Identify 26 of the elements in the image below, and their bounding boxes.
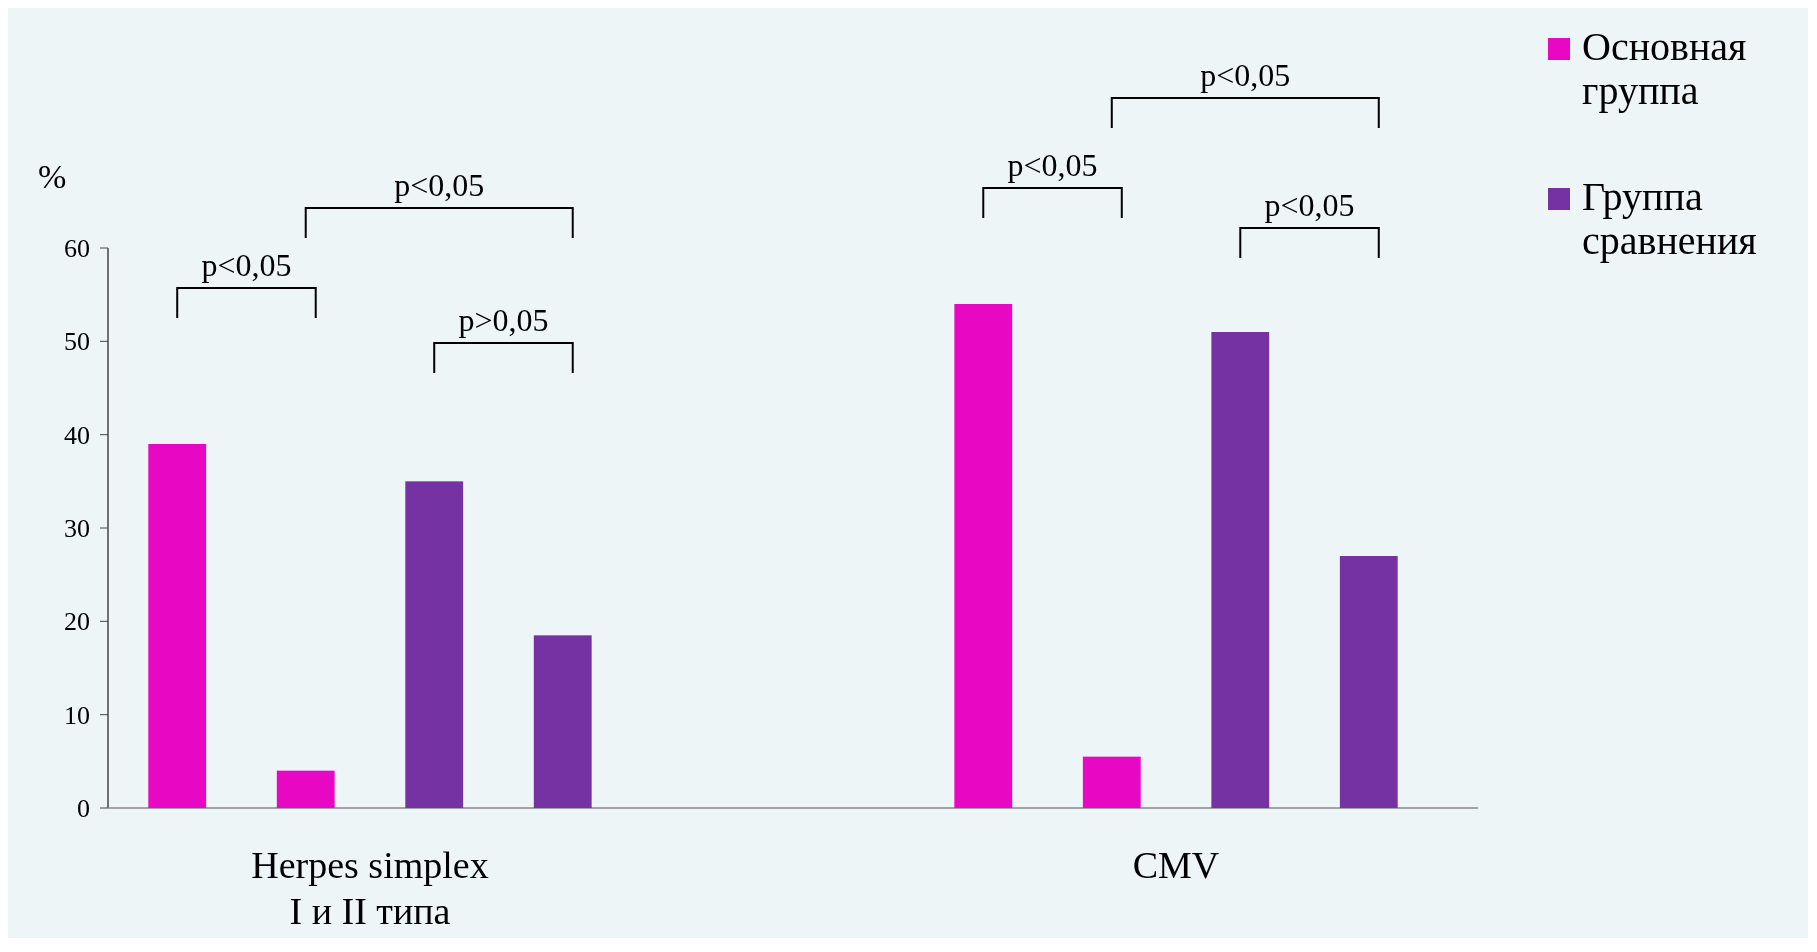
annotation: p>0,05 [458, 302, 549, 338]
y-tick-label: 30 [64, 514, 90, 544]
bar [148, 444, 207, 808]
bar [1082, 756, 1141, 808]
bar [1339, 556, 1398, 808]
y-axis-title: % [38, 158, 67, 195]
legend-label: Основная группа [1582, 24, 1747, 113]
x-tick-label: Herpes simplex I и II типа [251, 844, 489, 932]
y-tick-label: 20 [64, 607, 90, 637]
y-tick-label: 10 [64, 700, 90, 730]
text: p<0,05 [394, 167, 485, 203]
bar [533, 635, 592, 808]
y-tick-label: 0 [77, 794, 90, 824]
text: p<0,05 [1200, 57, 1291, 93]
bar [276, 770, 335, 808]
x-tick-label: CMV [1132, 844, 1220, 886]
bar [1211, 332, 1270, 808]
y-tick-label: 50 [64, 327, 90, 357]
bar [954, 304, 1013, 808]
text: p<0,05 [1007, 147, 1098, 183]
bar [405, 481, 464, 808]
y-tick-label: 40 [64, 420, 90, 450]
text: p<0,05 [1264, 187, 1355, 223]
annotation: p<0,05 [201, 247, 292, 283]
legend-label: Группа сравнения [1582, 174, 1757, 263]
y-tick-label: 60 [64, 234, 90, 264]
